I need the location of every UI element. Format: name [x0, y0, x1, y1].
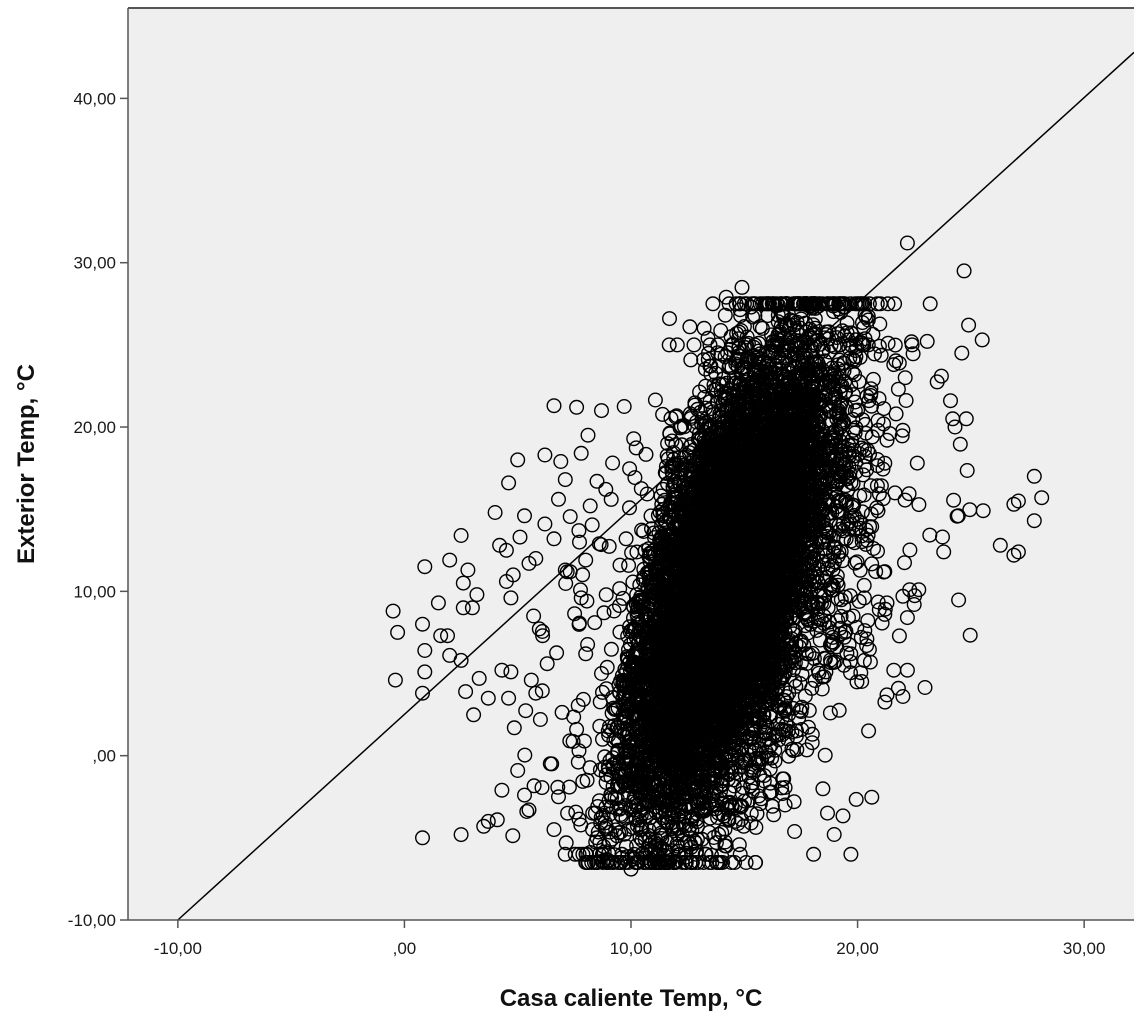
data-point: [702, 394, 718, 410]
data-point: [807, 311, 823, 327]
data-point: [807, 320, 823, 336]
data-points: [385, 235, 1050, 877]
data-point: [862, 446, 878, 462]
data-point: [872, 296, 888, 312]
data-point: [590, 855, 606, 871]
data-point: [922, 296, 938, 312]
data-point: [764, 798, 780, 814]
data-point: [736, 319, 752, 335]
data-point: [905, 346, 921, 362]
data-point: [592, 834, 608, 850]
data-point: [696, 320, 712, 336]
data-point: [825, 578, 841, 594]
data-point: [727, 855, 743, 871]
data-point: [801, 702, 817, 718]
data-point: [858, 309, 874, 325]
data-point: [880, 296, 896, 312]
data-point: [833, 592, 849, 608]
data-point: [592, 762, 608, 778]
data-point: [871, 338, 887, 354]
data-point: [703, 366, 719, 382]
data-point: [880, 335, 896, 351]
data-point: [873, 347, 889, 363]
data-point: [747, 296, 763, 312]
